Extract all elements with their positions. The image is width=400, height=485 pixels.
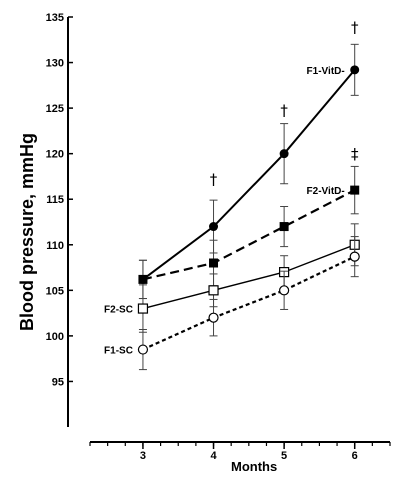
x-tick-label: 4 xyxy=(210,450,217,462)
data-point xyxy=(208,312,219,323)
y-tick-label: 110 xyxy=(46,240,64,252)
data-point xyxy=(137,303,149,314)
x-axis: 3 4 5 6 xyxy=(89,441,391,462)
significance-marker: † xyxy=(351,18,359,36)
y-tick-label: 120 xyxy=(46,149,64,161)
series-line xyxy=(142,244,355,310)
data-point xyxy=(279,222,289,232)
x-tick-label: 3 xyxy=(140,450,146,462)
x-axis-title: Months xyxy=(231,459,277,474)
x-tick-label: 6 xyxy=(352,450,358,462)
significance-marker: † xyxy=(210,171,218,189)
data-point xyxy=(137,344,149,355)
series-label: F2-VitD- xyxy=(307,186,345,197)
annotation-layer: † † † ‡ xyxy=(210,18,359,188)
data-point xyxy=(209,258,219,268)
series-label: F2-SC xyxy=(104,305,133,316)
series-line xyxy=(142,255,356,351)
series-layer: F1-VitD- F2-VitD- F2-SC F1-SC xyxy=(104,43,360,371)
y-tick-label: 125 xyxy=(46,103,64,115)
data-point xyxy=(350,185,360,195)
data-point xyxy=(138,274,148,284)
x-tick-label: 5 xyxy=(281,450,287,462)
series-f1-vitd: F1-VitD- xyxy=(138,43,360,300)
y-axis-title: Blood pressure, mmHg xyxy=(17,133,37,331)
data-point xyxy=(279,285,290,296)
data-point xyxy=(209,222,219,232)
series-line xyxy=(142,69,356,281)
series-f1-sc: F1-SC xyxy=(104,236,360,371)
y-tick-label: 105 xyxy=(46,285,64,297)
data-point xyxy=(208,285,219,296)
data-point xyxy=(279,149,289,159)
series-label: F1-SC xyxy=(104,346,133,357)
significance-marker: ‡ xyxy=(351,145,359,163)
y-tick-label: 135 xyxy=(46,12,64,24)
data-point xyxy=(350,65,360,75)
y-tick-label: 115 xyxy=(46,194,64,206)
series-f2-vitd: F2-VitD- xyxy=(138,165,360,300)
y-tick-label: 100 xyxy=(46,331,64,343)
data-point xyxy=(349,251,360,262)
y-tick-label: 130 xyxy=(46,58,64,70)
y-tick-label: 95 xyxy=(52,376,64,388)
significance-marker: † xyxy=(280,101,288,119)
y-axis: 95 100 105 110 115 120 125 130 135 xyxy=(46,12,73,427)
series-line xyxy=(142,189,356,281)
series-label: F1-VitD- xyxy=(307,66,345,77)
